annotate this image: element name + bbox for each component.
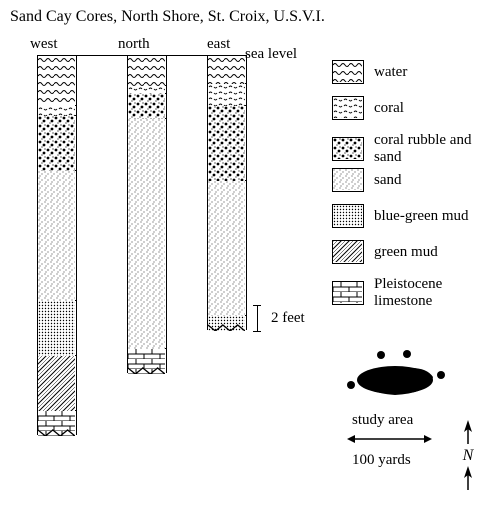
legend-item-sand: sand xyxy=(332,168,402,192)
figure-title: Sand Cay Cores, North Shore, St. Croix, … xyxy=(10,8,325,26)
legend-swatch-coral_rubble_sand xyxy=(332,137,364,161)
legend-swatch-water xyxy=(332,60,364,84)
legend-label: green mud xyxy=(374,244,438,261)
vscale-cap-top xyxy=(253,305,261,306)
layer-water xyxy=(128,56,166,86)
legend-item-water: water xyxy=(332,60,407,84)
hscale-label: 100 yards xyxy=(352,452,411,469)
layer-coral_rubble_sand xyxy=(208,106,246,181)
layer-blue_green_mud xyxy=(208,316,246,331)
core-column-west xyxy=(37,55,77,435)
column-label-east: east xyxy=(207,36,230,53)
layer-coral xyxy=(38,106,76,116)
svg-text:N: N xyxy=(462,447,475,464)
legend-label: sand xyxy=(374,172,402,189)
layer-sand xyxy=(38,171,76,301)
column-label-west: west xyxy=(30,36,58,53)
core-column-north xyxy=(127,55,167,373)
core-column-east xyxy=(207,55,247,330)
layer-water xyxy=(38,56,76,106)
layer-water xyxy=(208,56,246,84)
legend-swatch-limestone xyxy=(332,281,364,305)
legend-swatch-coral xyxy=(332,96,364,120)
layer-limestone xyxy=(128,349,166,374)
study-area-map xyxy=(335,345,455,405)
layer-sand xyxy=(208,181,246,316)
north-arrow: N xyxy=(458,420,478,501)
layer-coral xyxy=(128,86,166,94)
layer-blue_green_mud xyxy=(38,301,76,356)
layer-sand xyxy=(128,119,166,349)
legend-item-coral_rubble_sand: coral rubble and sand xyxy=(332,132,500,166)
legend-label: blue-green mud xyxy=(374,208,469,225)
legend-label: coral rubble and sand xyxy=(374,132,500,166)
legend-item-green_mud: green mud xyxy=(332,240,438,264)
hscale-bar xyxy=(347,432,432,451)
legend-swatch-sand xyxy=(332,168,364,192)
column-label-north: north xyxy=(118,36,150,53)
legend-label: Pleistocene limestone xyxy=(374,276,500,310)
legend-item-limestone: Pleistocene limestone xyxy=(332,276,500,310)
layer-green_mud xyxy=(38,356,76,411)
legend-label: coral xyxy=(374,100,404,117)
vscale-bar xyxy=(257,305,258,331)
legend-swatch-green_mud xyxy=(332,240,364,264)
study-area-label: study area xyxy=(352,412,413,429)
legend-swatch-blue_green_mud xyxy=(332,204,364,228)
legend-item-coral: coral xyxy=(332,96,404,120)
layer-coral_rubble_sand xyxy=(128,94,166,119)
layer-limestone xyxy=(38,411,76,436)
vscale-cap-bot xyxy=(253,331,261,332)
legend-item-blue_green_mud: blue-green mud xyxy=(332,204,469,228)
legend-label: water xyxy=(374,64,407,81)
layer-coral xyxy=(208,84,246,106)
sea-level-label: sea level xyxy=(245,46,297,63)
vscale-label: 2 feet xyxy=(271,310,305,327)
layer-coral_rubble_sand xyxy=(38,116,76,171)
